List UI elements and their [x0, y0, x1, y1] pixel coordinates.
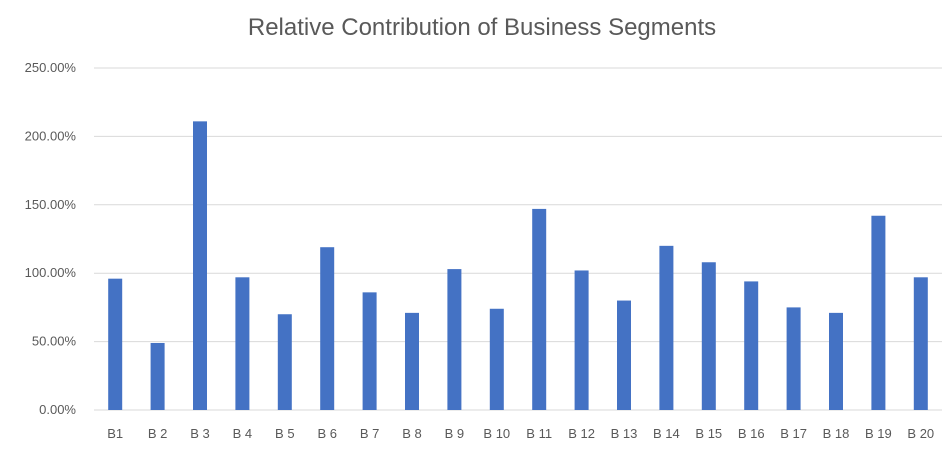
y-tick-label: 150.00%	[25, 197, 77, 212]
y-tick-label: 0.00%	[39, 402, 76, 417]
x-tick-label: B 12	[568, 426, 595, 441]
x-tick-label: B 14	[653, 426, 680, 441]
x-tick-label: B 16	[738, 426, 765, 441]
bar-b11	[532, 208, 547, 410]
bar-b1	[108, 278, 123, 410]
x-tick-label: B 4	[233, 426, 253, 441]
bars	[108, 121, 928, 411]
bar-b3	[193, 121, 207, 411]
x-tick-label: B 3	[190, 426, 210, 441]
x-tick-label: B 15	[695, 426, 722, 441]
bar-b6	[320, 247, 335, 410]
y-tick-label: 200.00%	[25, 128, 77, 143]
bar-b9	[447, 269, 462, 410]
x-tick-label: B 2	[148, 426, 168, 441]
x-tick-label: B 8	[402, 426, 422, 441]
x-tick-label: B 5	[275, 426, 295, 441]
bar-b4	[235, 277, 250, 410]
x-tick-label: B 6	[317, 426, 337, 441]
bar-b7	[362, 292, 377, 410]
bar-b20	[913, 277, 928, 410]
x-tick-label: B 7	[360, 426, 380, 441]
bar-b8	[405, 312, 419, 410]
bar-b16	[744, 281, 759, 410]
x-tick-label: B 17	[780, 426, 807, 441]
bar-b2	[150, 342, 165, 410]
bar-b13	[617, 300, 631, 410]
bar-b14	[659, 245, 674, 410]
bar-b18	[829, 312, 843, 410]
y-tick-label: 250.00%	[25, 60, 77, 75]
grid-layer	[94, 67, 942, 411]
bar-b12	[574, 270, 589, 410]
x-tick-label: B 20	[907, 426, 934, 441]
chart-title: Relative Contribution of Business Segmen…	[248, 14, 716, 41]
x-tick-label: B 9	[445, 426, 465, 441]
x-tick-label: B 18	[823, 426, 850, 441]
y-tick-label: 50.00%	[32, 334, 77, 349]
bar-b15	[701, 262, 716, 410]
x-tick-label: B 11	[526, 426, 552, 441]
x-tick-label: B 19	[865, 426, 892, 441]
y-axis-ticks: 0.00% 50.00% 100.00% 150.00% 200.00% 250.00%	[25, 60, 77, 417]
x-tick-label: B 10	[483, 426, 510, 441]
y-tick-label: 100.00%	[25, 265, 77, 280]
bar-b19	[871, 215, 886, 410]
bar-b17	[786, 307, 801, 410]
x-tick-label: B1	[107, 426, 123, 441]
x-tick-label: B 13	[611, 426, 638, 441]
bar-b10	[489, 308, 504, 410]
bar-b5	[277, 314, 292, 410]
x-axis-ticks: B1 B 2 B 3 B 4 B 5 B 6 B 7 B 8 B 9 B 10 B 11 B 12 B …	[107, 426, 934, 441]
